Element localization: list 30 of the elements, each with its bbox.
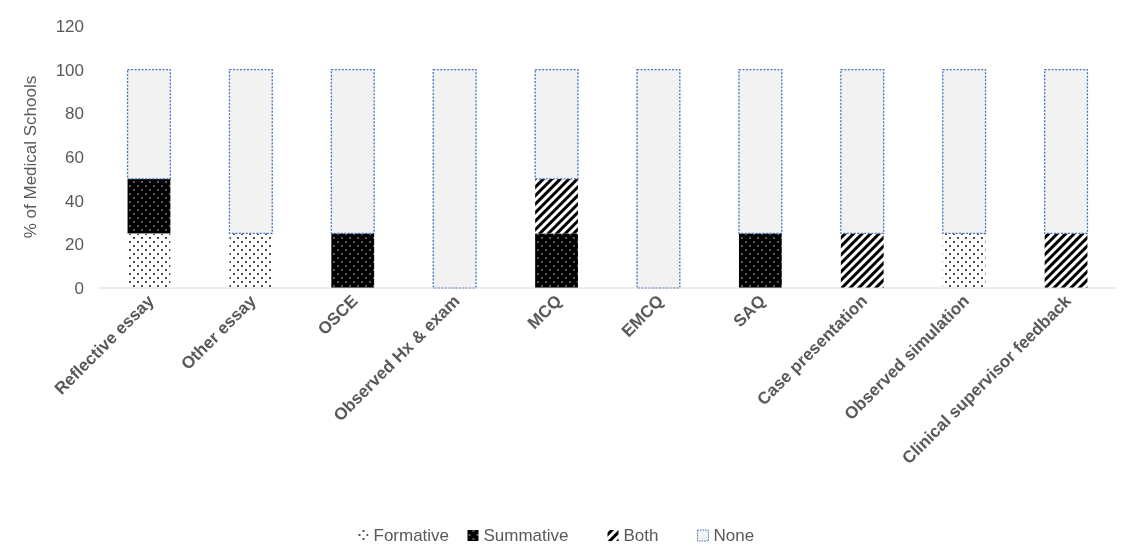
bar [535, 233, 578, 288]
bar [840, 69, 885, 235]
bar [1044, 233, 1088, 288]
legend-label: Formative [373, 526, 450, 545]
bar [127, 178, 171, 234]
y-tick-label: 100 [55, 60, 84, 80]
y-axis-title: % of Medical Schools [21, 75, 40, 239]
bar [330, 69, 375, 235]
y-tick-label: 0 [74, 278, 84, 298]
bar [738, 233, 782, 288]
y-tick-label: 40 [65, 191, 84, 211]
bar [534, 69, 579, 180]
bar [942, 69, 987, 235]
bar [942, 233, 986, 288]
bar [535, 178, 578, 234]
y-tick-label: 20 [65, 235, 84, 255]
legend-label: Both [623, 526, 659, 545]
bar [331, 233, 375, 288]
bar [1044, 69, 1089, 235]
legend-label: Summative [483, 526, 569, 545]
y-tick-label: 60 [65, 147, 84, 167]
y-tick-label: 80 [65, 104, 84, 124]
bar [228, 69, 273, 235]
bar [738, 69, 783, 235]
bar [432, 69, 477, 289]
bar [126, 69, 171, 180]
bar [636, 69, 681, 289]
bar [840, 233, 884, 288]
legend-label: None [713, 526, 755, 545]
y-tick-label: 120 [55, 16, 84, 36]
